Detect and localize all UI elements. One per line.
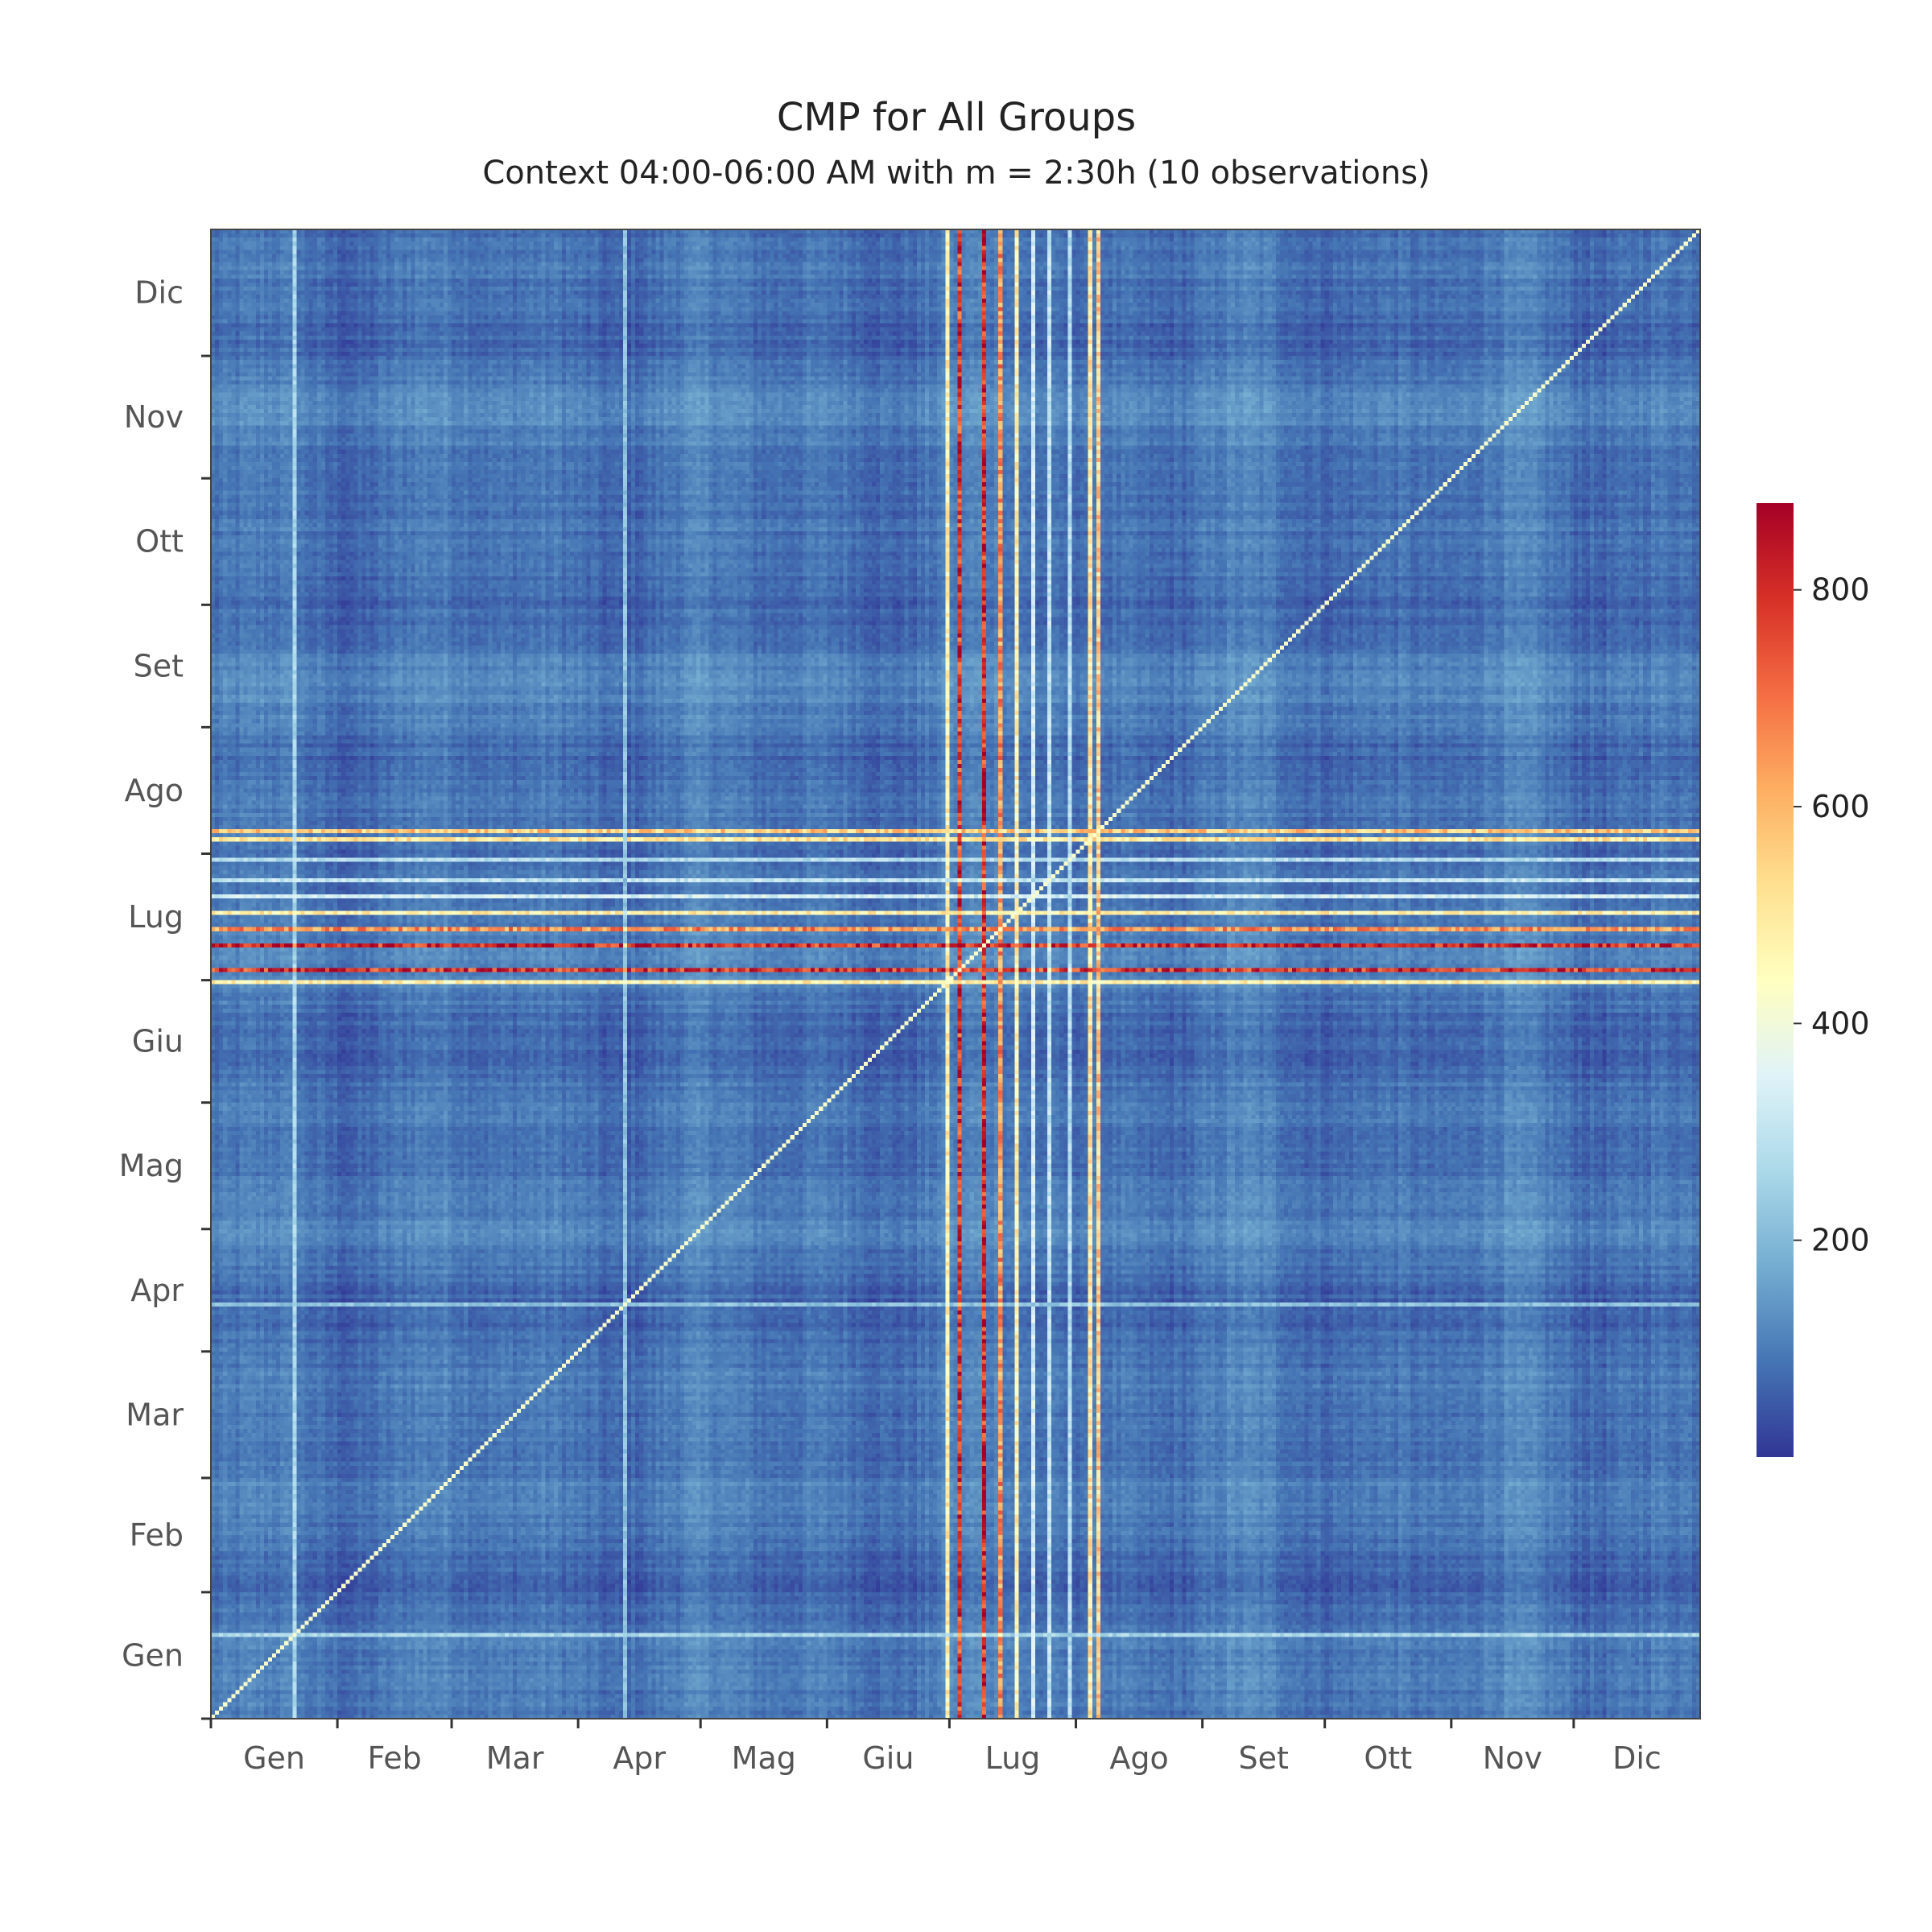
x-tick-label: Ago [1109,1740,1168,1776]
x-tick-label: Mar [486,1740,544,1776]
y-tick-label: Dic [134,275,184,311]
x-tick-label: Mag [732,1740,796,1776]
y-axis: Gen Feb Mar Apr Mag Giu Lug Ago Set Ott Nov Dic [119,275,211,1720]
x-tick-label: Set [1238,1740,1288,1776]
y-tick-label: Feb [130,1517,184,1553]
heatmap-plot-area [210,229,1701,1719]
y-tick-label: Giu [132,1024,184,1059]
colorbar-tick-label: 600 [1811,789,1870,824]
x-tick-label: Dic [1612,1740,1662,1776]
chart-title: CMP for All Groups [777,95,1136,140]
x-tick-label: Nov [1483,1740,1542,1776]
x-tick-label: Gen [243,1740,305,1776]
colorbar: 200 400 600 800 [1757,503,1870,1457]
colorbar-tick-label: 200 [1811,1223,1870,1258]
y-tick-label: Apr [130,1273,184,1308]
y-tick-label: Mar [126,1397,184,1432]
y-tick-label: Mag [119,1148,184,1183]
colorbar-tick-label: 800 [1811,572,1870,608]
heatmap-raster [211,229,1700,1719]
y-tick-label: Ago [125,773,184,808]
x-tick-label: Lug [985,1740,1041,1776]
x-tick-label: Giu [862,1740,914,1776]
y-tick-label: Nov [124,399,184,435]
colorbar-gradient [1757,503,1794,1457]
y-tick-label: Ott [135,524,184,559]
y-tick-label: Lug [128,899,184,935]
chart-subtitle: Context 04:00-06:00 AM with m = 2:30h (1… [482,155,1430,192]
colorbar-tick-label: 400 [1811,1005,1870,1041]
y-tick-label: Set [134,648,184,683]
x-tick-label: Apr [613,1740,666,1776]
x-axis: Gen Feb Mar Apr Mag Giu Lug Ago Set Ott Nov Dic [209,1719,1662,1776]
x-tick-label: Ott [1364,1740,1412,1776]
x-tick-label: Feb [367,1740,421,1776]
plot-border [210,229,1701,1719]
y-tick-label: Gen [122,1637,184,1673]
